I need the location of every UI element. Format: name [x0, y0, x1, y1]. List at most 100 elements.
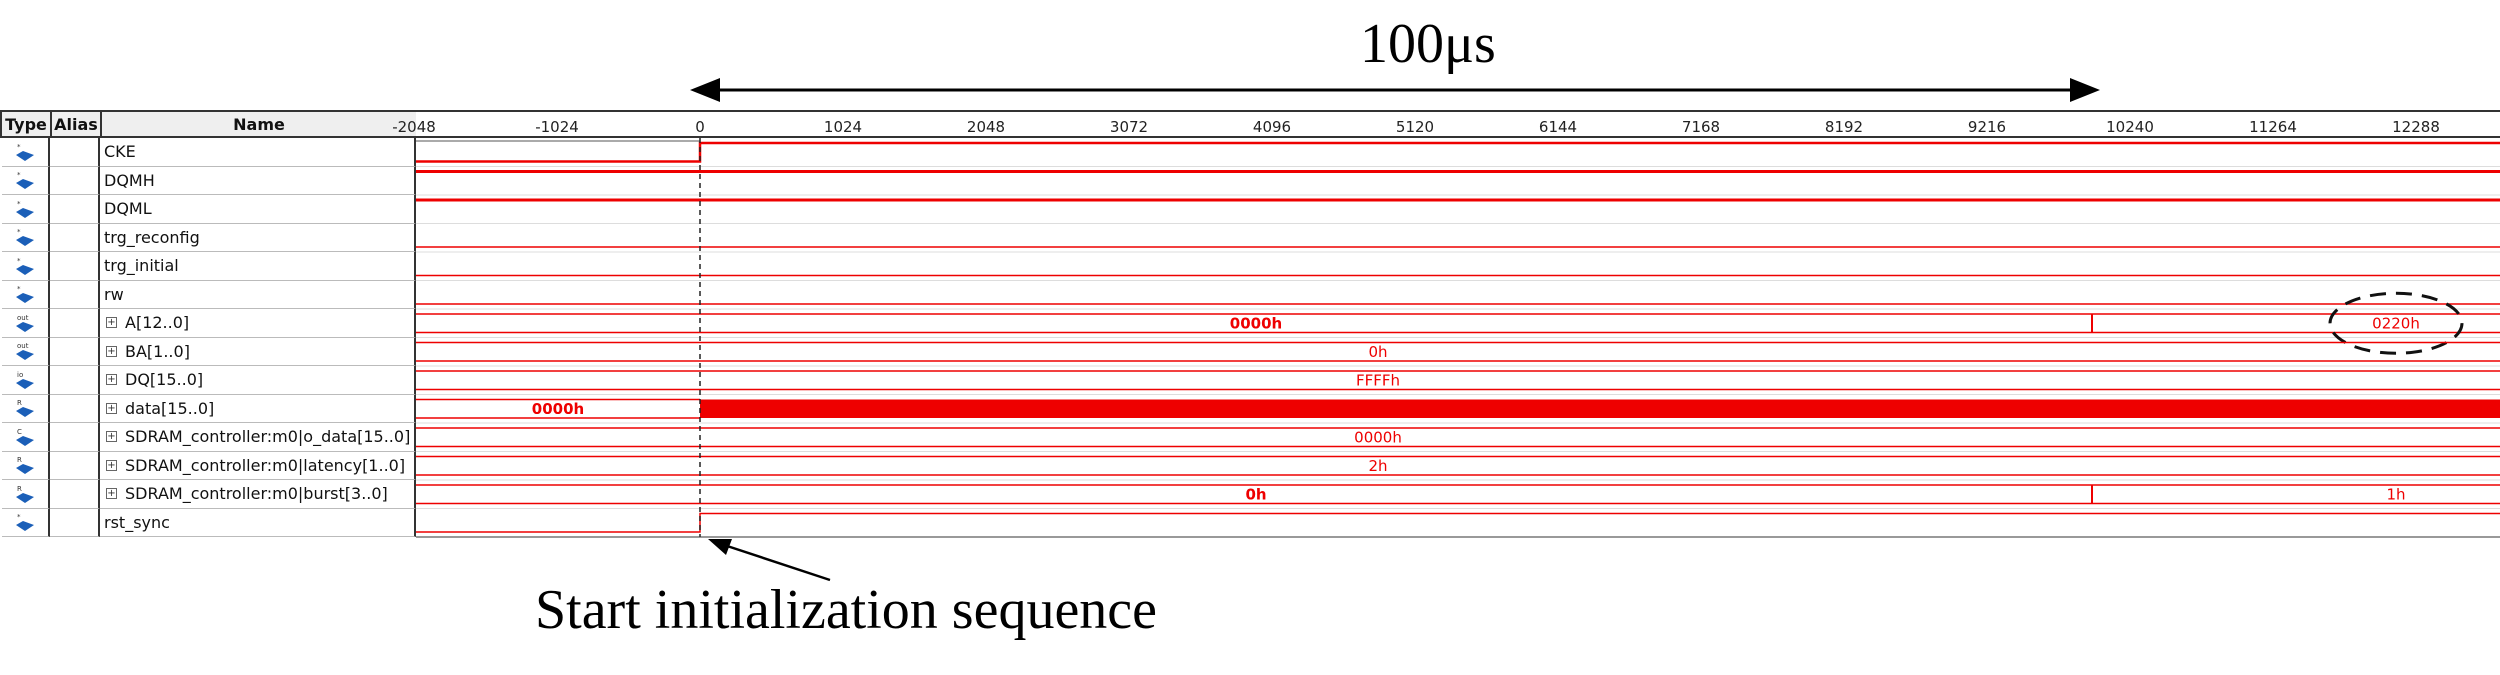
svg-text:out: out [17, 342, 29, 350]
signal-type-reg: R [2, 451, 50, 480]
signal-name-row[interactable]: + SDRAM_controller:m0|burst[3..0] [100, 480, 416, 509]
signal-alias [50, 366, 100, 395]
expand-icon[interactable]: + [106, 402, 117, 414]
tick-label: 12288 [2392, 118, 2440, 136]
tick-label: 8192 [1824, 118, 1864, 136]
tick-label: 1024 [823, 118, 863, 136]
signal-name-row[interactable]: DQMH [100, 166, 416, 195]
in-pin-icon: * [16, 257, 34, 275]
svg-text:*: * [17, 143, 21, 151]
signal-type-reg: R [2, 394, 50, 423]
svg-text:*: * [17, 200, 21, 208]
signal-name-row[interactable]: rw [100, 280, 416, 309]
signal-alias [50, 195, 100, 224]
svg-text:out: out [17, 314, 29, 322]
bus-value: 2h [1368, 457, 1387, 475]
signal-type-io: io [2, 366, 50, 395]
svg-text:R: R [17, 399, 22, 407]
signal-type-out: out [2, 337, 50, 366]
in-pin-icon: * [16, 143, 34, 161]
bus-value: 0000h [1354, 428, 1402, 446]
bus-value: 0000h [1230, 314, 1282, 332]
signal-name-row[interactable]: rst_sync [100, 508, 416, 537]
signal-alias [50, 394, 100, 423]
reg-pin-icon: R [16, 456, 34, 475]
signal-name: SDRAM_controller:m0|burst[3..0] [125, 484, 388, 504]
tick-label: 7168 [1681, 118, 1721, 136]
out-pin-icon: out [16, 342, 34, 361]
signal-name: DQMH [104, 170, 155, 190]
expand-icon[interactable]: + [106, 345, 117, 357]
signal-alias [50, 337, 100, 366]
tick-label: -2048 [392, 118, 436, 136]
in-pin-icon: * [16, 285, 34, 304]
signal-name-row[interactable]: + data[15..0] [100, 394, 416, 423]
signal-name: CKE [104, 142, 136, 162]
signal-name: SDRAM_controller:m0|latency[1..0] [125, 455, 406, 475]
comb-pin-icon: C [16, 428, 34, 446]
svg-text:*: * [17, 257, 21, 265]
signal-name-row[interactable]: CKE [100, 138, 416, 167]
svg-text:*: * [17, 513, 21, 521]
waveform-9: 0000h [416, 398, 2500, 419]
in-pin-icon: * [16, 228, 34, 247]
out-pin-icon: out [16, 314, 34, 332]
signal-type-in: * [2, 195, 50, 224]
bus-value: 0000h [532, 400, 584, 418]
tick-label: 3072 [1109, 118, 1149, 136]
waveform-area[interactable]: 0000h 0220h 0h FFFFh 0000h 0000h 2h 0h 1h [416, 138, 2500, 538]
tick-label: -1024 [535, 118, 579, 136]
waveform-8: FFFFh [416, 370, 2500, 391]
signal-alias [50, 138, 100, 167]
bus-value: 0220h [2372, 314, 2420, 332]
signal-alias [50, 508, 100, 537]
bus-value: 0h [1245, 485, 1266, 503]
signal-alias [50, 166, 100, 195]
tick-label: 11264 [2249, 118, 2297, 136]
waveform-13 [416, 512, 2500, 533]
expand-icon[interactable]: + [106, 317, 117, 329]
signal-name: trg_initial [104, 256, 179, 276]
duration-arrow [690, 78, 2100, 102]
header-type[interactable]: Type [0, 110, 52, 138]
signal-name-row[interactable]: + SDRAM_controller:m0|o_data[15..0] [100, 423, 416, 452]
svg-text:R: R [17, 485, 22, 493]
signal-name-row[interactable]: + A[12..0] [100, 309, 416, 338]
signal-name: DQ[15..0] [125, 370, 204, 390]
header-name[interactable]: Name [100, 110, 418, 138]
bus-value: 0h [1368, 343, 1387, 361]
signal-alias [50, 423, 100, 452]
svg-text:io: io [17, 371, 23, 379]
signal-name: SDRAM_controller:m0|o_data[15..0] [125, 427, 411, 447]
expand-icon[interactable]: + [106, 374, 117, 386]
bus-value: FFFFh [1356, 371, 1400, 389]
svg-text:*: * [17, 171, 21, 179]
tick-label: 10240 [2106, 118, 2154, 136]
signal-name-row[interactable]: trg_reconfig [100, 223, 416, 252]
signal-name: rst_sync [104, 512, 170, 532]
time-scale[interactable]: -2048 -1024 0 1024 2048 3072 4096 5120 6144 7168 8… [392, 110, 2500, 138]
tick-label: 2048 [966, 118, 1006, 136]
waveform-10: 0000h [416, 427, 2500, 448]
signal-name-row[interactable]: DQML [100, 195, 416, 224]
signal-name-row[interactable]: + DQ[15..0] [100, 366, 416, 395]
svg-text:*: * [17, 285, 21, 293]
signal-type-in: * [2, 138, 50, 167]
signal-type-in: * [2, 223, 50, 252]
waveform-11: 2h [416, 455, 2500, 476]
expand-icon[interactable]: + [106, 488, 117, 500]
duration-label: 100μs [1360, 13, 1496, 75]
bus-value: 1h [2386, 485, 2405, 503]
signal-name-row[interactable]: trg_initial [100, 252, 416, 281]
waveform-6: 0000h 0220h [416, 313, 2500, 334]
signal-name: DQML [104, 199, 152, 219]
expand-icon[interactable]: + [106, 459, 117, 471]
waveform-table: Type Alias Name -2048 -1024 0 1024 2048 3072 4… [0, 110, 2500, 540]
signal-name-row[interactable]: + SDRAM_controller:m0|latency[1..0] [100, 451, 416, 480]
start-arrow [708, 539, 831, 582]
header-alias[interactable]: Alias [50, 110, 102, 138]
waveform-7: 0h [416, 341, 2500, 362]
waveform-0 [416, 140, 2500, 163]
signal-name-row[interactable]: + BA[1..0] [100, 337, 416, 366]
expand-icon[interactable]: + [106, 431, 117, 443]
